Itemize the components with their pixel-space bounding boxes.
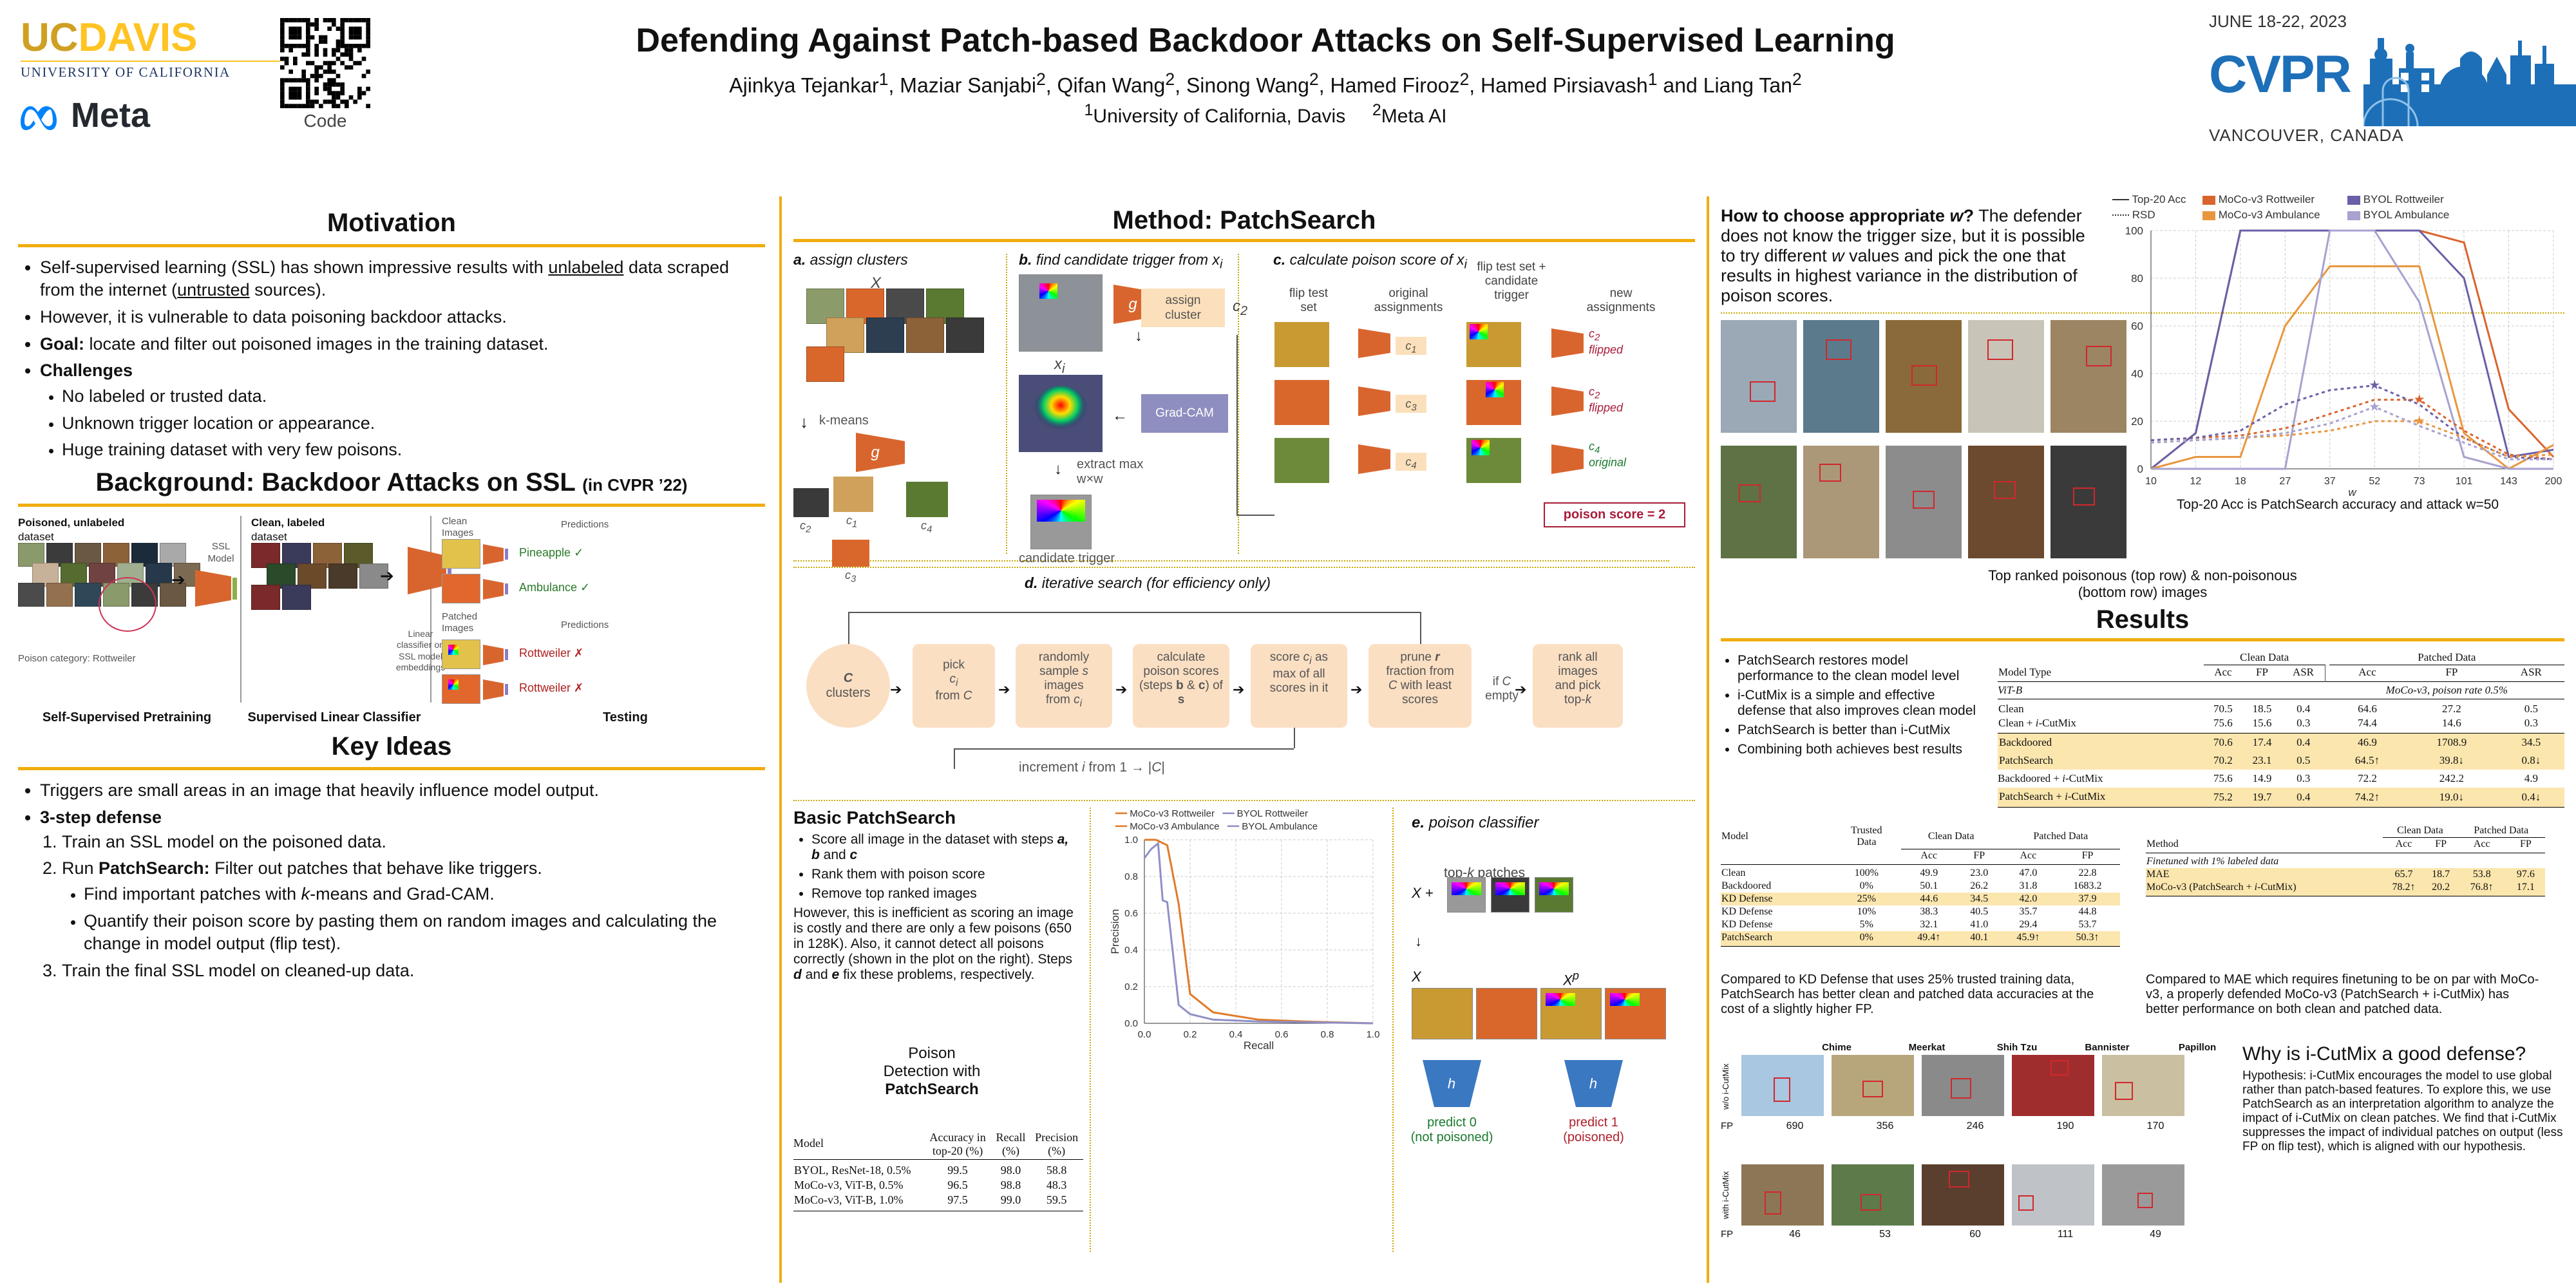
- svg-text:0.6: 0.6: [1124, 908, 1138, 919]
- svg-text:60: 60: [2131, 320, 2143, 332]
- svg-text:0.2: 0.2: [1124, 981, 1138, 992]
- svg-text:★: ★: [2369, 379, 2380, 393]
- svg-text:100: 100: [2125, 225, 2143, 237]
- svg-text:0.4: 0.4: [1124, 945, 1138, 956]
- svg-text:Precision: Precision: [1109, 909, 1121, 954]
- svg-text:0.0: 0.0: [1138, 1029, 1151, 1040]
- svg-text:200: 200: [2545, 476, 2562, 487]
- svg-text:0.8: 0.8: [1321, 1029, 1334, 1040]
- svg-text:0.4: 0.4: [1229, 1029, 1243, 1040]
- svg-text:g: g: [871, 444, 880, 461]
- svg-text:27: 27: [2279, 476, 2291, 487]
- svg-text:g: g: [1128, 296, 1137, 313]
- svg-text:52: 52: [2369, 476, 2380, 487]
- svg-text:1.0: 1.0: [1367, 1029, 1379, 1040]
- svg-text:10: 10: [2145, 476, 2157, 487]
- svg-text:143: 143: [2500, 476, 2517, 487]
- svg-text:0.2: 0.2: [1184, 1029, 1197, 1040]
- svg-text:101: 101: [2456, 476, 2473, 487]
- svg-text:1.0: 1.0: [1124, 835, 1138, 846]
- svg-text:0.8: 0.8: [1124, 871, 1138, 882]
- svg-text:0: 0: [2137, 463, 2143, 475]
- svg-text:80: 80: [2131, 272, 2143, 285]
- svg-text:h: h: [1589, 1075, 1597, 1092]
- svg-text:Recall: Recall: [1244, 1039, 1274, 1052]
- svg-text:★: ★: [2369, 400, 2380, 414]
- svg-text:0.0: 0.0: [1124, 1018, 1138, 1029]
- svg-text:h: h: [1448, 1075, 1455, 1092]
- svg-text:★: ★: [2414, 414, 2425, 428]
- svg-text:40: 40: [2131, 368, 2143, 380]
- svg-text:73: 73: [2414, 476, 2425, 487]
- svg-text:18: 18: [2235, 476, 2246, 487]
- svg-text:★: ★: [2414, 393, 2425, 407]
- svg-text:37: 37: [2324, 476, 2336, 487]
- svg-text:20: 20: [2131, 415, 2143, 428]
- svg-text:12: 12: [2190, 476, 2202, 487]
- svg-text:0.6: 0.6: [1275, 1029, 1289, 1040]
